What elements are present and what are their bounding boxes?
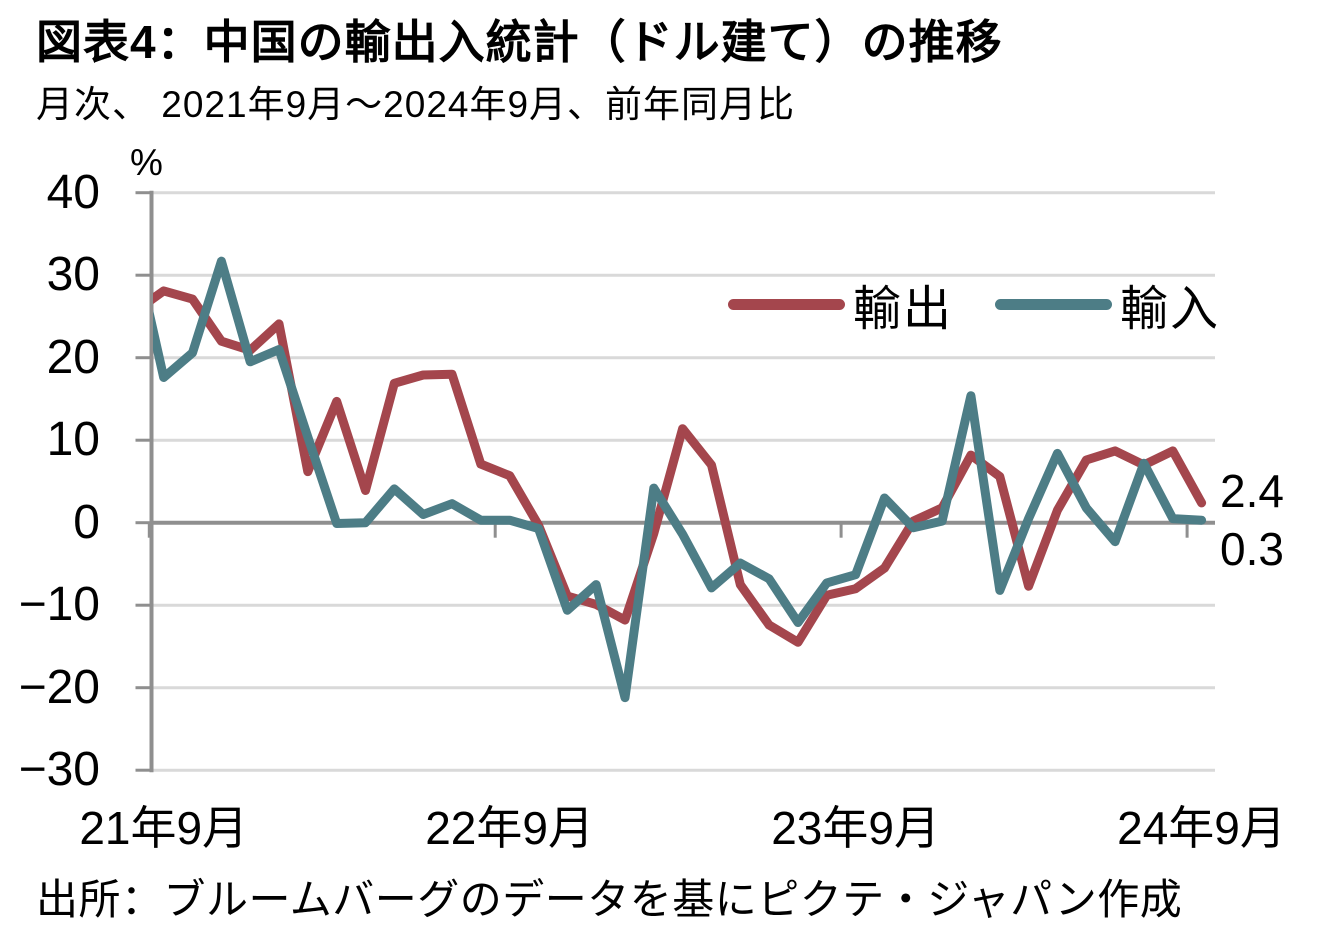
imports-line-swatch (995, 298, 1113, 310)
x-tick-label: 21年9月 (79, 802, 249, 854)
legend-label-exports: 輸出 (853, 283, 954, 336)
exports-last-value-label: 2.4 (1220, 465, 1284, 517)
y-tick-label: 0 (73, 495, 100, 549)
chart-title: 図表4：中国の輸出入統計（ドル建て）の推移 (36, 16, 1003, 68)
legend: 輸出 輸入 (728, 276, 1220, 336)
y-tick-label: 20 (46, 330, 100, 384)
y-axis-unit-label: % (130, 142, 163, 183)
y-tick-label: 10 (46, 413, 100, 467)
axes (135, 190, 1189, 773)
exports-line (153, 286, 1207, 647)
imports-line (153, 256, 1207, 703)
imports-last-value-label: 0.3 (1220, 523, 1284, 575)
y-tick-label: −30 (18, 743, 100, 797)
exports-line-swatch (728, 298, 845, 310)
legend-item-exports: 輸出 (728, 269, 953, 339)
legend-item-imports: 輸入 (995, 269, 1220, 339)
source-note: 出所：ブルームバーグのデータを基にピクテ・ジャパン作成 (36, 876, 1183, 923)
y-tick-label: −10 (18, 578, 100, 632)
x-tick-label: 23年9月 (771, 802, 940, 854)
legend-label-imports: 輸入 (1120, 283, 1221, 336)
y-tick-label: −20 (18, 660, 100, 714)
x-tick-label: 24年9月 (1117, 802, 1286, 854)
x-tick-label: 22年9月 (425, 802, 594, 854)
chart-subtitle: 月次、 2021年9月～2024年9月、前年同月比 (36, 84, 796, 125)
y-tick-label: 30 (46, 248, 100, 302)
y-tick-label: 40 (46, 165, 100, 219)
